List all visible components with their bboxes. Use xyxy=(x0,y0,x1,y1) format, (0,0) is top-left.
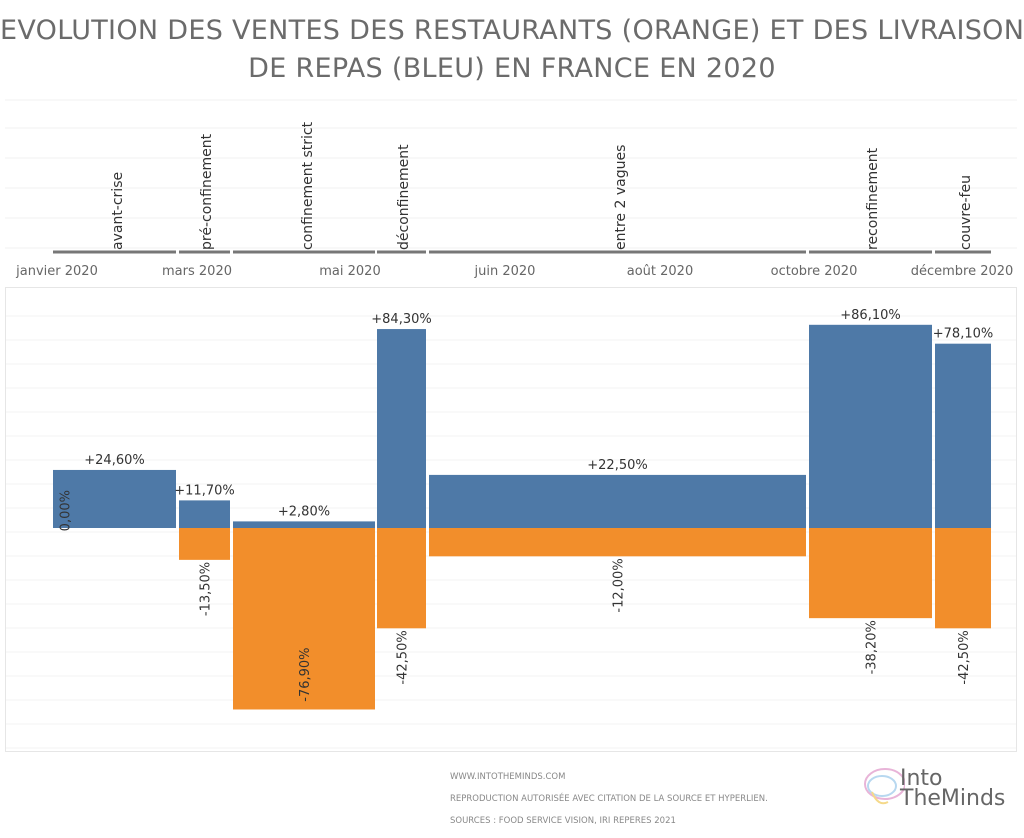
footer: WWW.INTOTHEMINDS.COM REPRODUCTION AUTORI… xyxy=(450,766,768,832)
title-line-1: EVOLUTION DES VENTES DES RESTAURANTS (OR… xyxy=(0,15,1024,46)
x-tick-label: juin 2020 xyxy=(474,264,536,279)
period-label: déconfinement xyxy=(396,144,412,250)
data-label-restaurant: 0,00% xyxy=(59,490,74,531)
period-label: couvre-feu xyxy=(958,175,974,250)
data-label-restaurant: -76,90% xyxy=(298,647,313,701)
data-label-restaurant: -38,20% xyxy=(865,620,880,674)
data-label-restaurant: -42,50% xyxy=(957,630,972,684)
x-tick-label: octobre 2020 xyxy=(771,264,858,279)
chart-title: EVOLUTION DES VENTES DES RESTAURANTS (OR… xyxy=(0,12,1024,88)
bar-delivery xyxy=(179,500,230,528)
bar-restaurant xyxy=(429,528,806,557)
data-label-delivery: +22,50% xyxy=(587,458,647,473)
x-tick-label: août 2020 xyxy=(627,264,693,279)
bar-delivery xyxy=(429,474,806,528)
data-label-delivery: +78,10% xyxy=(933,327,993,342)
title-line-2: DE REPAS (BLEU) EN FRANCE EN 2020 xyxy=(248,53,776,84)
bar-restaurant xyxy=(809,528,932,619)
x-tick-label: mars 2020 xyxy=(162,264,232,279)
data-label-delivery: +86,10% xyxy=(840,308,900,323)
data-label-delivery: +2,80% xyxy=(278,504,330,519)
bar-restaurant xyxy=(377,528,426,629)
brain-icon xyxy=(864,768,905,805)
data-label-delivery: +11,70% xyxy=(174,483,234,498)
data-label-restaurant: -12,00% xyxy=(612,558,627,612)
x-tick-label: janvier 2020 xyxy=(15,264,98,279)
x-tick-label: décembre 2020 xyxy=(911,264,1014,279)
bar-restaurant xyxy=(935,528,991,629)
bar-delivery xyxy=(53,469,176,528)
footer-site[interactable]: WWW.INTOTHEMINDS.COM xyxy=(450,772,566,782)
period-label: reconfinement xyxy=(865,147,881,250)
period-label: pré-confinement xyxy=(199,133,215,250)
bar-restaurant xyxy=(179,528,230,560)
footer-sources: SOURCES : FOOD SERVICE VISION, IRI REPER… xyxy=(450,816,676,826)
intotheminds-logo: Into TheMinds xyxy=(860,762,1020,822)
chart: avant-crise pré-confinement confinement st… xyxy=(5,99,1017,752)
bar-restaurant xyxy=(233,528,375,710)
data-label-delivery: +84,30% xyxy=(371,312,431,327)
bar-delivery xyxy=(377,329,426,528)
logo-line-1: Into xyxy=(900,766,943,791)
period-label: confinement strict xyxy=(300,121,316,250)
data-label-delivery: +24,60% xyxy=(84,453,144,468)
bar-delivery xyxy=(809,324,932,528)
period-label: entre 2 vagues xyxy=(613,145,629,250)
bar-delivery xyxy=(233,521,375,528)
x-tick-label: mai 2020 xyxy=(319,264,380,279)
logo-line-2: TheMinds xyxy=(900,786,1006,811)
footer-rights: REPRODUCTION AUTORISÉE AVEC CITATION DE … xyxy=(450,794,768,804)
period-label: avant-crise xyxy=(110,172,126,250)
bar-delivery xyxy=(935,343,991,528)
data-label-restaurant: -42,50% xyxy=(396,630,411,684)
data-label-restaurant: -13,50% xyxy=(199,562,214,616)
